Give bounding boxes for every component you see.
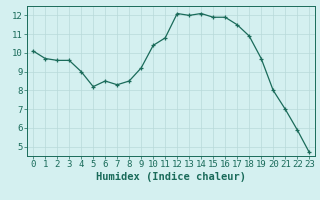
X-axis label: Humidex (Indice chaleur): Humidex (Indice chaleur) (96, 172, 246, 182)
